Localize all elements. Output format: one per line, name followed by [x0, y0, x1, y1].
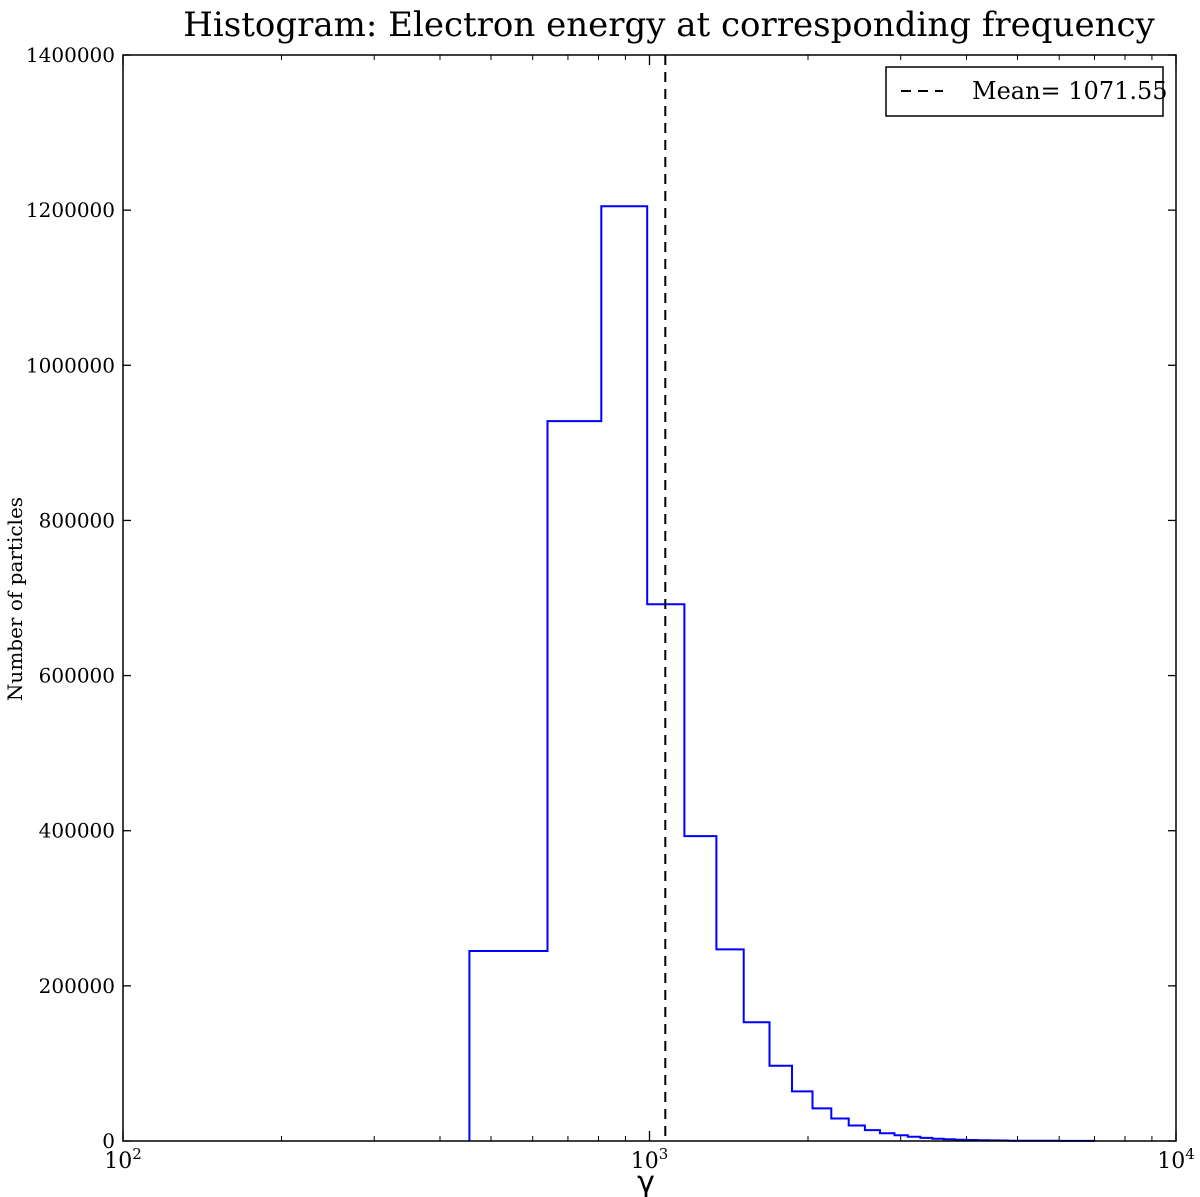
legend-box: [885, 66, 1164, 117]
y-tick-label: 800000: [39, 508, 115, 532]
x-tick-label: 102: [104, 1145, 142, 1174]
y-tick-label: 400000: [39, 819, 115, 843]
histogram-step-line: [468, 205, 1096, 1142]
y-tick-label: 0: [102, 1129, 115, 1153]
y-axis-label: Number of particles: [3, 497, 27, 701]
plot-frame: [122, 54, 1177, 1142]
legend-entry-mean: Mean= 1071.55: [972, 77, 1168, 105]
y-tick-label: 1400000: [26, 43, 115, 67]
x-tick-label: 103: [631, 1145, 669, 1174]
x-axis: 102 103 104: [104, 55, 1195, 1174]
y-tick-label: 1200000: [26, 198, 115, 222]
y-axis: 0 200000 400000 600000 800000 1000000 1200000 1…: [26, 43, 1176, 1153]
x-tick-label: 104: [1157, 1145, 1195, 1174]
y-tick-label: 600000: [39, 664, 115, 688]
y-tick-label: 1000000: [26, 353, 115, 377]
chart-title: Histogram: Electron energy at correspond…: [183, 5, 1155, 45]
legend: Mean= 1071.55: [885, 66, 1168, 117]
y-tick-label: 200000: [39, 974, 115, 998]
x-axis-label: γ: [637, 1165, 655, 1197]
